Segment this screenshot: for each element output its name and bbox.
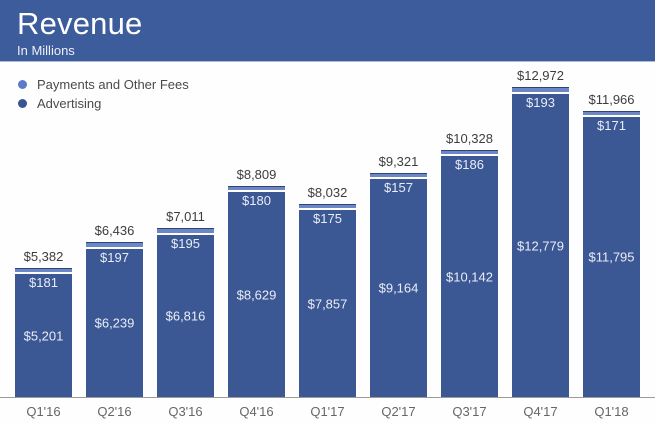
advertising-segment: $157 $9,164	[370, 179, 427, 397]
x-axis-label: Q1'17	[310, 404, 345, 419]
bar-group: $6,436 $197 $6,239	[86, 223, 143, 397]
page-title: Revenue	[17, 6, 143, 41]
advertising-value-label: $5,201	[23, 328, 64, 343]
slide-header: Revenue In Millions	[0, 0, 655, 62]
bar-total-label: $12,972	[517, 68, 564, 83]
advertising-segment: $195 $6,816	[157, 235, 214, 397]
bar-group: $7,011 $195 $6,816	[157, 209, 214, 397]
advertising-value-label: $11,795	[588, 249, 635, 265]
bar-total-label: $6,436	[94, 223, 135, 238]
payments-value-label: $197	[100, 250, 129, 265]
payments-value-label: $175	[313, 211, 342, 226]
stacked-bar: $197 $6,239	[86, 242, 143, 397]
x-axis-label: Q1'16	[26, 404, 61, 419]
payments-segment	[299, 204, 356, 208]
chart-area: Payments and Other Fees Advertising $5,3…	[0, 62, 655, 422]
x-axis-label: Q2'17	[381, 404, 416, 419]
bar-total-label: $9,321	[378, 154, 419, 169]
advertising-value-label: $6,239	[94, 315, 135, 331]
bar-group: $8,809 $180 $8,629	[228, 167, 285, 397]
advertising-segment: $180 $8,629	[228, 192, 285, 397]
x-axis-label: Q4'16	[239, 404, 274, 419]
bar-group: $8,032 $175 $7,857	[299, 185, 356, 397]
bar-group: $12,972 $193 $12,779	[512, 68, 569, 397]
x-axis-label: Q2'16	[97, 404, 132, 419]
bar-group: $10,328 $186 $10,142	[441, 131, 498, 397]
bar-total-label: $8,809	[236, 167, 277, 182]
payments-segment	[157, 228, 214, 233]
payments-value-label: $180	[242, 193, 271, 208]
advertising-value-label: $7,857	[307, 296, 348, 311]
bar-plot: $5,382 $181 $5,201 $6,436 $197 $6,239 $7,011 $1…	[0, 62, 655, 398]
stacked-bar: $157 $9,164	[370, 173, 427, 397]
advertising-value-label: $8,629	[236, 287, 277, 302]
payments-value-label: $171	[597, 118, 626, 133]
bar-total-label: $5,382	[23, 249, 64, 264]
advertising-value-label: $9,164	[378, 280, 419, 296]
stacked-bar: $171 $11,795	[583, 111, 640, 397]
stacked-bar: $195 $6,816	[157, 228, 214, 397]
payments-segment	[512, 87, 569, 92]
advertising-segment: $181 $5,201	[15, 274, 72, 397]
advertising-value-label: $10,142	[446, 269, 493, 284]
x-axis-label: Q3'16	[168, 404, 203, 419]
bar-total-label: $8,032	[307, 185, 348, 200]
x-axis-labels: Q1'16 Q2'16 Q3'16 Q4'16 Q1'17 Q2'17 Q3'17 Q4'17…	[0, 398, 655, 422]
payments-segment	[228, 186, 285, 190]
x-axis-label: Q1'18	[594, 404, 629, 419]
payments-segment	[15, 268, 72, 272]
stacked-bar: $193 $12,779	[512, 87, 569, 397]
stacked-bar: $181 $5,201	[15, 268, 72, 397]
x-axis-label: Q3'17	[452, 404, 487, 419]
advertising-segment: $171 $11,795	[583, 117, 640, 397]
payments-segment	[441, 150, 498, 154]
advertising-segment: $193 $12,779	[512, 94, 569, 397]
stacked-bar: $186 $10,142	[441, 150, 498, 397]
payments-value-label: $193	[526, 95, 555, 110]
bar-total-label: $7,011	[166, 209, 205, 224]
payments-segment	[370, 173, 427, 177]
advertising-segment: $175 $7,857	[299, 210, 356, 397]
bar-group: $5,382 $181 $5,201	[15, 249, 72, 397]
advertising-value-label: $6,816	[165, 308, 206, 324]
payments-value-label: $195	[171, 236, 200, 251]
payments-segment	[583, 111, 640, 115]
bar-group: $9,321 $157 $9,164	[370, 154, 427, 397]
stacked-bar: $180 $8,629	[228, 186, 285, 397]
payments-value-label: $181	[29, 275, 58, 290]
bar-total-label: $11,966	[588, 92, 635, 107]
advertising-segment: $197 $6,239	[86, 249, 143, 397]
advertising-value-label: $12,779	[517, 238, 564, 253]
bar-group: $11,966 $171 $11,795	[583, 92, 640, 397]
page-subtitle: In Millions	[17, 43, 75, 58]
x-axis-label: Q4'17	[523, 404, 558, 419]
bar-total-label: $10,328	[446, 131, 493, 146]
stacked-bar: $175 $7,857	[299, 204, 356, 397]
payments-value-label: $186	[455, 157, 484, 172]
payments-value-label: $157	[384, 180, 413, 195]
advertising-segment: $186 $10,142	[441, 156, 498, 397]
payments-segment	[86, 242, 143, 247]
